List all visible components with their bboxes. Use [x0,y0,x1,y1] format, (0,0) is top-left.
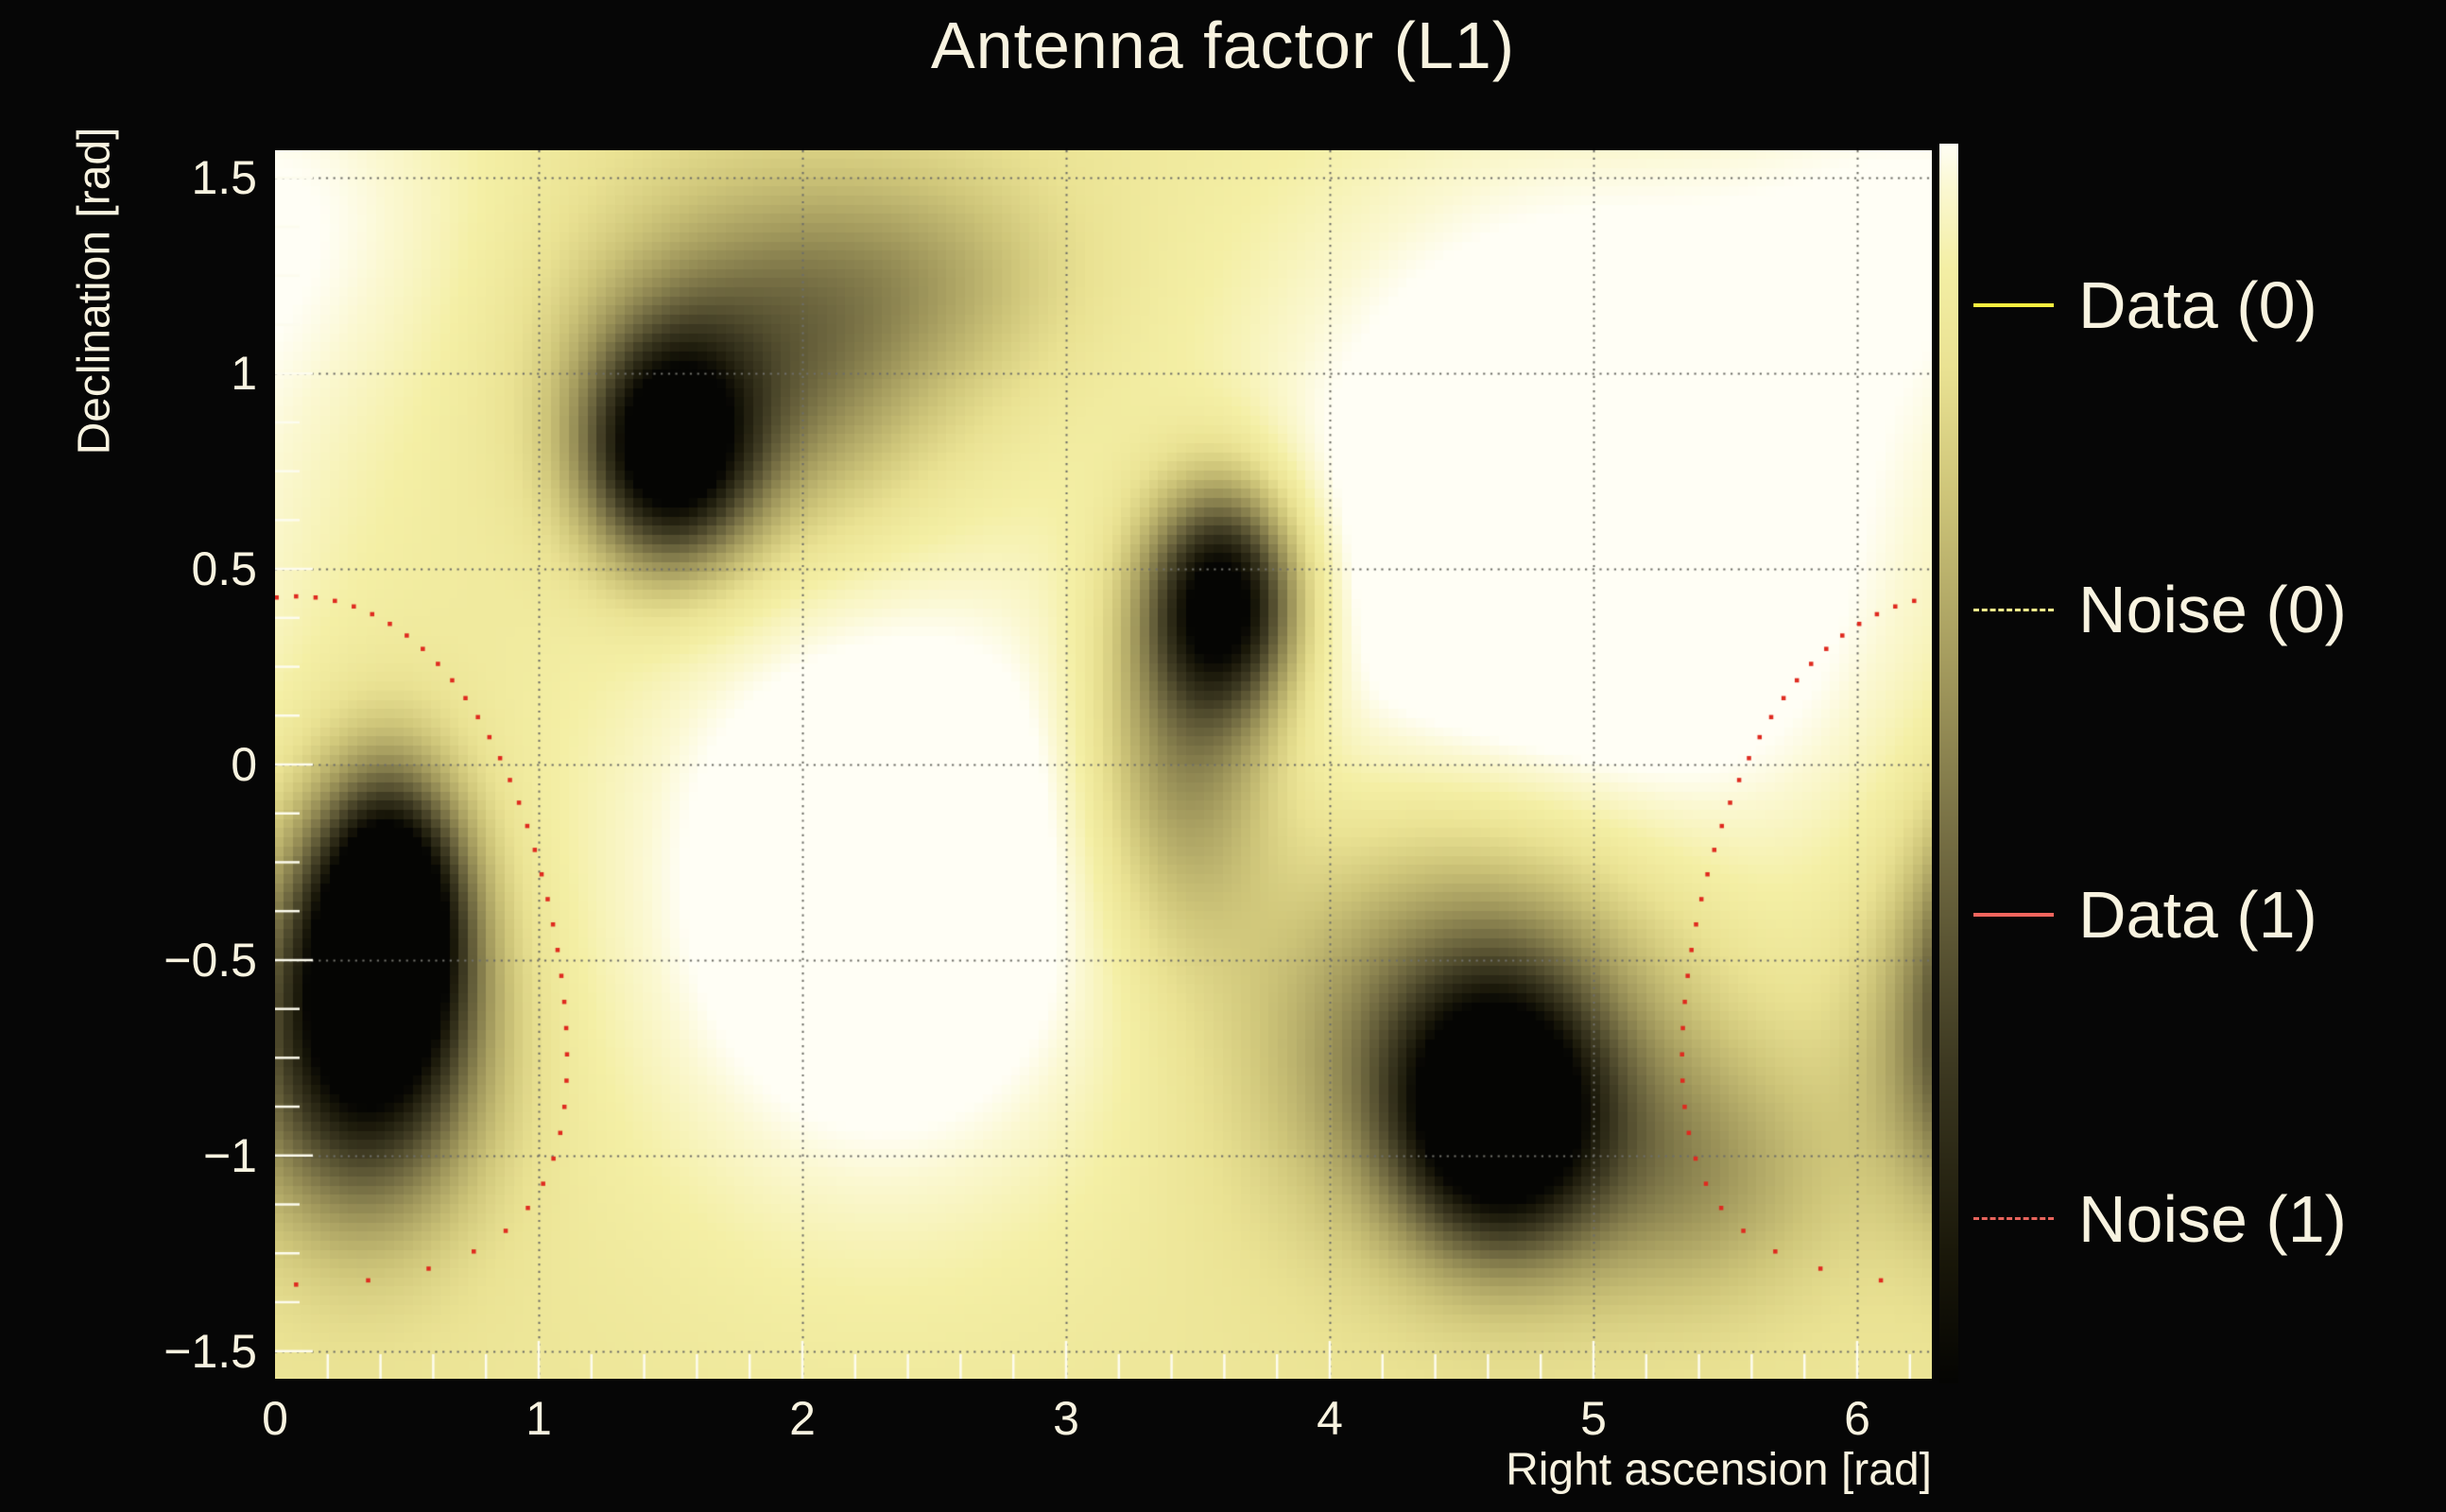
legend-label: Noise (0) [2078,573,2347,647]
y-tick-label: −1 [202,1128,257,1182]
y-tick-label: 0 [231,738,257,791]
legend-label: Data (0) [2078,268,2317,342]
y-tick-label: −1.5 [164,1324,257,1378]
heatmap-canvas [275,150,1932,1379]
y-tick-label: −0.5 [164,933,257,987]
x-tick-label: 3 [1053,1392,1079,1445]
legend-entry-data-1-: Data (1) [1973,877,2317,953]
legend-entry-data-0-: Data (0) [1973,267,2317,343]
y-tick-label: 1.5 [191,151,257,205]
y-tick-label: 1 [231,347,257,401]
legend-entry-noise-0-: Noise (0) [1973,572,2347,647]
legend-label: Data (1) [2078,877,2317,952]
y-tick-label: 0.5 [191,542,257,596]
x-tick-label: 5 [1580,1392,1607,1445]
legend-line-swatch [1973,1217,2054,1221]
x-tick-label: 2 [789,1392,816,1445]
legend-line-swatch [1973,608,2054,611]
colorbar [1939,144,1958,1383]
x-tick-label: 0 [262,1392,288,1445]
x-tick-label: 1 [525,1392,552,1445]
legend-label: Noise (1) [2078,1181,2347,1256]
x-tick-label: 6 [1844,1392,1870,1445]
x-tick-label: 4 [1317,1392,1343,1445]
y-axis-title: Declination [rad] [69,127,120,455]
chart-title: Antenna factor (L1) [930,9,1516,82]
legend-line-swatch [1973,303,2054,307]
legend-entry-noise-1-: Noise (1) [1973,1181,2347,1257]
x-axis-title: Right ascension [rad] [1506,1445,1932,1495]
legend-line-swatch [1973,912,2054,917]
